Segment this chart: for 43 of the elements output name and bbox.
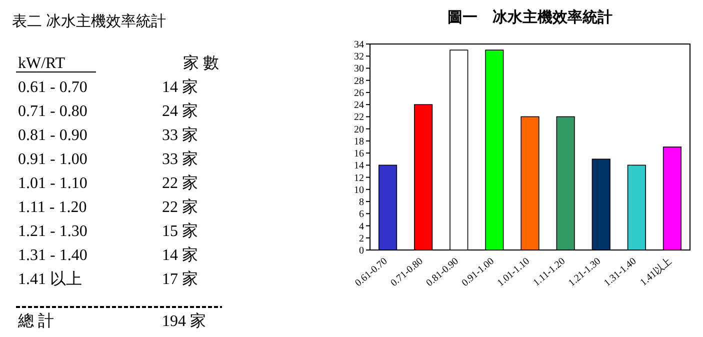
text: 14 家 [162, 246, 198, 264]
text: 33 家 [162, 126, 198, 144]
y-tick-label: 34 [354, 40, 364, 50]
y-tick-label: 8 [359, 197, 364, 208]
y-tick-label: 6 [359, 209, 364, 220]
text: 17 家 [162, 270, 198, 288]
text: 33 家 [162, 150, 198, 168]
text: 家 數 [183, 54, 219, 72]
y-tick-label: 10 [354, 184, 364, 196]
chart-title: 圖一 冰水主機效率統計 [448, 8, 612, 26]
text: 1.41 以上 [18, 270, 82, 288]
text: 0.81 - 0.90 [18, 127, 88, 144]
text: kW/RT [18, 55, 66, 72]
y-tick-label: 24 [354, 100, 364, 112]
text: 24 家 [162, 102, 198, 120]
text: 0.91 - 1.00 [18, 151, 88, 168]
text: 1.31 - 1.40 [18, 247, 88, 264]
text: 1.01 - 1.10 [18, 175, 88, 192]
text: 22 家 [162, 174, 198, 192]
text: 總 計 [17, 312, 54, 330]
text: 14 家 [162, 78, 198, 96]
text: 22 家 [162, 198, 198, 216]
text: 0.71 - 0.80 [18, 103, 88, 120]
y-tick-label: 32 [354, 52, 364, 63]
y-tick-label: 14 [354, 160, 364, 172]
text: 1.21 - 1.30 [18, 223, 88, 240]
y-tick-label: 22 [354, 112, 364, 124]
y-tick-label: 26 [354, 88, 364, 99]
y-tick-label: 18 [354, 136, 364, 148]
y-tick-label: 20 [354, 124, 364, 136]
y-tick-label: 2 [359, 233, 364, 244]
text: 15 家 [162, 222, 198, 240]
text: 1.11 - 1.20 [18, 199, 87, 216]
y-tick-label: 0 [359, 246, 364, 256]
text: 194 家 [162, 312, 206, 330]
y-tick-label: 30 [354, 64, 364, 75]
x-tick-label: 1.41以上 [638, 255, 674, 288]
y-tick-label: 16 [354, 148, 364, 160]
text: 0.61 - 0.70 [18, 79, 88, 96]
y-tick-label: 12 [354, 172, 364, 184]
y-tick-label: 4 [359, 221, 364, 232]
y-tick-label: 28 [354, 76, 364, 87]
text: 表二 冰水主機效率統計 [12, 13, 166, 30]
